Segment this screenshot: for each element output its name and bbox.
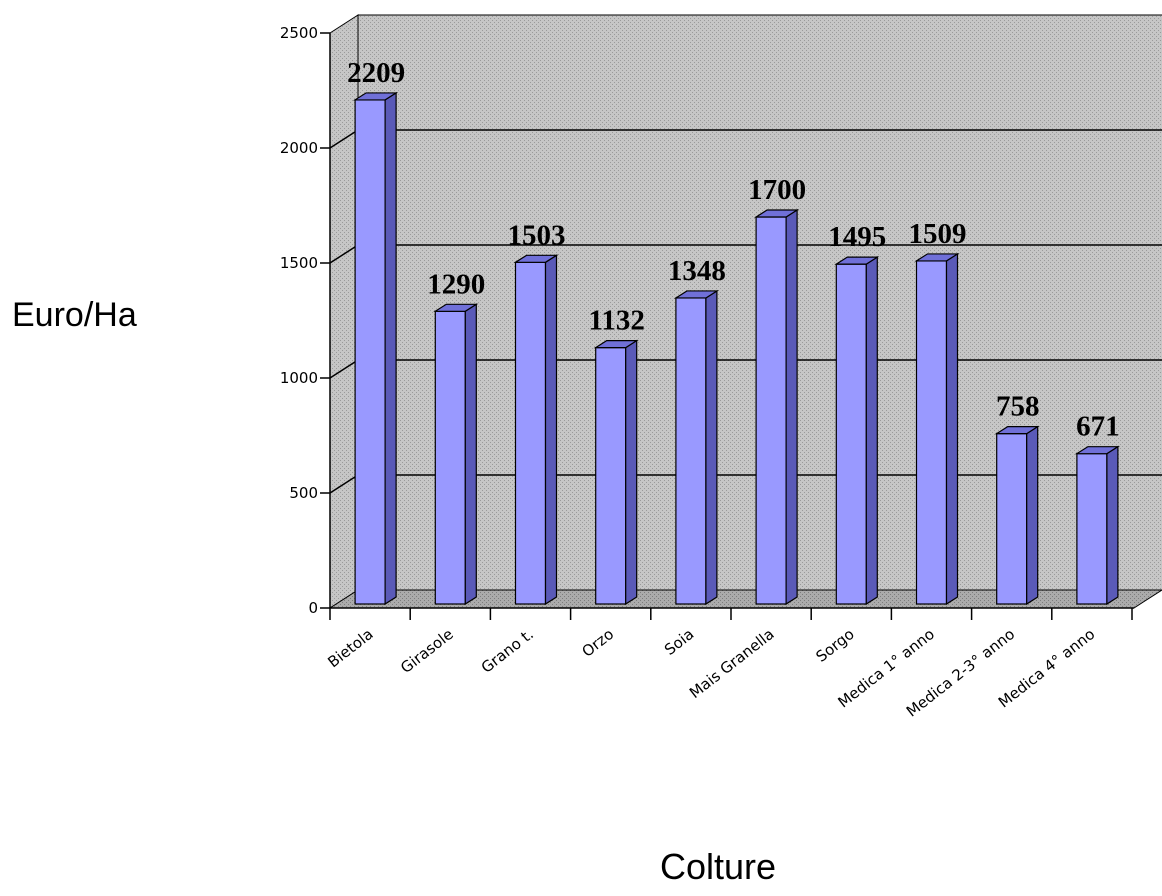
category-label: Girasole <box>397 625 457 677</box>
bar-side <box>945 252 959 606</box>
bar-front <box>595 347 627 605</box>
bar-top <box>834 256 880 265</box>
y-tick-labels: 0 500 1000 1500 2000 2500 <box>280 24 318 617</box>
y-tick-label: 500 <box>289 484 318 502</box>
data-label: 1509 <box>909 218 967 250</box>
bar <box>834 256 880 606</box>
bar-top <box>1074 446 1120 455</box>
data-label: 1503 <box>508 219 566 251</box>
bar <box>513 254 559 606</box>
bar-top <box>754 209 800 218</box>
data-label: 1290 <box>427 268 485 300</box>
bar-front <box>915 260 948 605</box>
y-tick-label: 1000 <box>280 369 318 387</box>
category-label: Mais Granella <box>686 625 778 702</box>
bar-side <box>1106 445 1119 606</box>
bar-front <box>755 216 787 605</box>
y-tick-label: 0 <box>308 599 318 617</box>
bar <box>914 252 960 606</box>
data-label: 1132 <box>588 305 644 337</box>
bar-top <box>433 303 479 312</box>
bar-top <box>353 92 399 101</box>
bar-top <box>593 340 639 349</box>
bar <box>433 303 479 606</box>
bar <box>1074 445 1120 606</box>
bar <box>673 289 719 606</box>
bar-side <box>464 303 477 606</box>
bar-side <box>865 256 878 606</box>
category-label: Soia <box>661 625 697 659</box>
data-label: 1495 <box>828 221 886 253</box>
x-axis-label: Colture <box>660 846 777 887</box>
bar-front <box>434 310 466 605</box>
category-label: Bietola <box>324 625 376 671</box>
bar-side <box>705 289 718 606</box>
category-label: Grano t. <box>478 625 537 677</box>
bar-side <box>384 91 397 606</box>
bar <box>353 91 399 606</box>
bar-front <box>996 433 1028 605</box>
data-labels: 2209 1290 1503 1132 1348 1700 1495 1509 758 671 <box>347 57 1120 443</box>
bar-side <box>785 208 798 606</box>
category-label: Orzo <box>578 625 617 661</box>
y-axis-label: Euro/Ha <box>12 296 137 334</box>
bar-side <box>544 254 558 606</box>
bar-top <box>914 253 960 262</box>
data-label: 1348 <box>668 255 726 287</box>
bar-front <box>675 297 707 605</box>
data-label: 2209 <box>347 57 405 89</box>
data-label: 1700 <box>748 174 806 206</box>
category-label: Sorgo <box>813 625 858 666</box>
bar-front <box>354 99 386 605</box>
bar-top <box>673 290 719 299</box>
bar-top <box>994 426 1040 435</box>
y-tick-label: 1500 <box>280 254 318 272</box>
data-label: 758 <box>996 391 1040 423</box>
bar-front <box>835 263 867 605</box>
bar-front <box>514 261 547 605</box>
bars <box>353 91 1120 606</box>
y-tick-label: 2500 <box>280 24 318 42</box>
bar-front <box>1076 453 1108 605</box>
y-tick-label: 2000 <box>280 139 318 157</box>
side-wall <box>329 14 359 609</box>
bar <box>994 425 1040 606</box>
bar-side <box>625 339 638 606</box>
bar <box>593 339 639 606</box>
bar-top <box>513 254 559 263</box>
bar-side <box>1026 425 1039 606</box>
bar <box>754 208 800 606</box>
axes <box>320 32 1134 620</box>
data-label: 671 <box>1076 411 1120 443</box>
